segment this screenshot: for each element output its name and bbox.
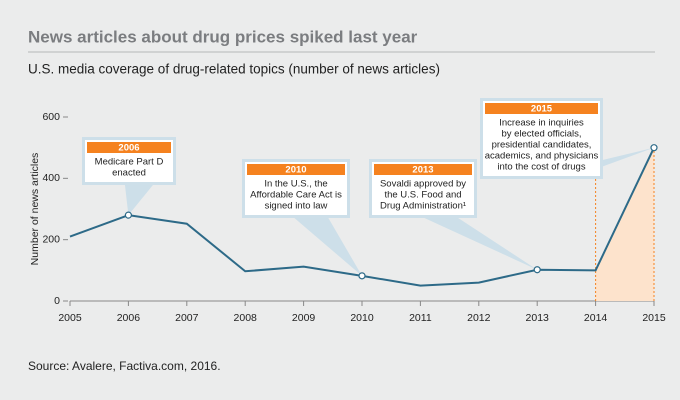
callout-header [247, 164, 345, 175]
x-tick-label: 2013 [526, 312, 550, 324]
callout-year: 2013 [412, 165, 433, 176]
highlight-area [595, 147, 654, 301]
x-tick-label: 2015 [642, 312, 666, 324]
callout-pointer [417, 215, 538, 270]
callout-text: enacted [112, 168, 146, 179]
callout-text: academics, and physicians [485, 151, 599, 162]
y-axis-label: Number of news articles [29, 153, 41, 266]
x-tick-label: 2010 [350, 312, 374, 324]
callout-header [87, 142, 171, 153]
callout-text: signed into law [265, 201, 328, 212]
callout-pointer [124, 182, 156, 216]
chart-title: News articles about drug prices spiked l… [28, 27, 418, 46]
callout-text: In the U.S., the [264, 179, 327, 190]
callout-pointer [290, 215, 362, 276]
x-tick-label: 2007 [175, 312, 199, 324]
callout-text: Medicare Part D [95, 157, 164, 168]
callout-year: 2006 [118, 143, 139, 154]
x-tick-label: 2012 [467, 312, 491, 324]
point-marker [650, 144, 658, 152]
x-tick-label: 2009 [292, 312, 316, 324]
callout-header [374, 164, 472, 175]
x-tick-label: 2006 [117, 312, 141, 324]
callout-text: Affordable Care Act is [250, 190, 342, 201]
callout-text: presidential candidates, [492, 140, 592, 151]
callout-year: 2015 [531, 104, 553, 115]
x-tick-label: 2008 [234, 312, 258, 324]
y-tick-label: 400 [42, 172, 60, 184]
y-tick-label: 600 [42, 111, 60, 123]
callout-text: the U.S. Food and [384, 190, 461, 201]
x-tick-label: 2011 [409, 312, 432, 324]
point-marker [533, 266, 541, 274]
point-marker [358, 272, 366, 280]
source: Source: Avalere, Factiva.com, 2016. [28, 359, 221, 373]
callout-text: by elected officials, [501, 129, 581, 140]
callout-text: Increase in inquiries [499, 118, 584, 129]
y-tick-label: 0 [54, 295, 60, 307]
callout-year: 2010 [285, 165, 306, 176]
callout-text: Drug Administration¹ [380, 201, 466, 212]
x-tick-label: 2014 [584, 312, 608, 324]
callout-text: into the cost of drugs [497, 162, 585, 173]
point-marker [124, 211, 132, 219]
x-tick-label: 2005 [58, 312, 82, 324]
y-tick-label: 200 [42, 233, 60, 245]
chart-subtitle: U.S. media coverage of drug-related topi… [28, 62, 440, 77]
callout-header [485, 103, 598, 114]
callout-text: Sovaldi approved by [380, 179, 466, 190]
